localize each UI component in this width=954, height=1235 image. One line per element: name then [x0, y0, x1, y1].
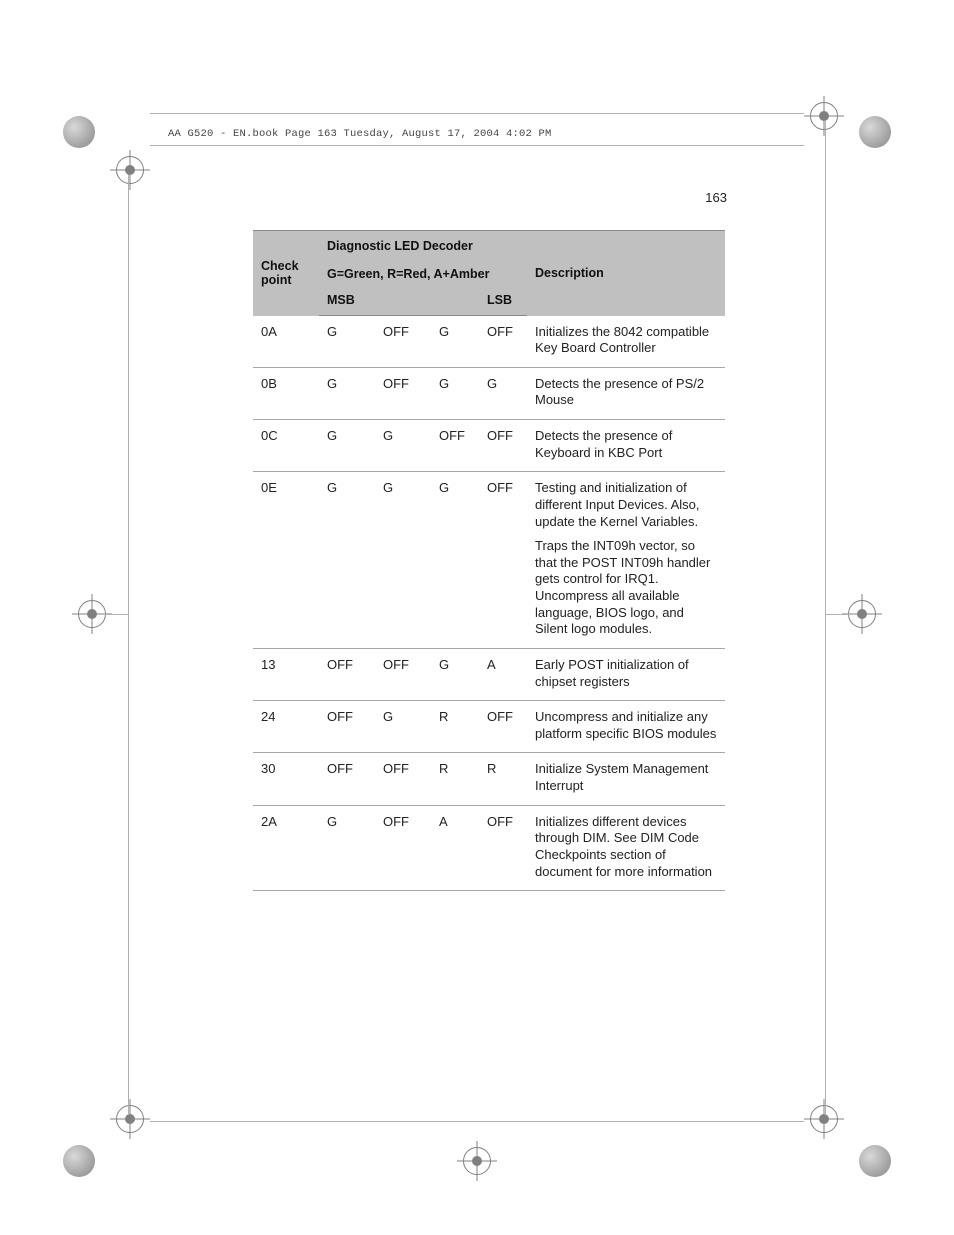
cell-led: G — [431, 648, 479, 700]
cell-led: G — [431, 367, 479, 419]
registration-mark-icon — [116, 156, 144, 184]
description-paragraph: Traps the INT09h vector, so that the POS… — [535, 538, 719, 638]
cell-led: OFF — [375, 648, 431, 700]
registration-ball-icon — [63, 1145, 95, 1177]
cell-led: OFF — [479, 701, 527, 753]
table-row: 0BGOFFGGDetects the presence of PS/2 Mou… — [253, 367, 725, 419]
cell-led: OFF — [319, 701, 375, 753]
cell-led: G — [319, 367, 375, 419]
registration-mark-icon — [810, 1105, 838, 1133]
cell-led: OFF — [479, 472, 527, 649]
registration-mark-icon — [810, 102, 838, 130]
description-paragraph: Early POST initialization of chipset reg… — [535, 657, 719, 690]
cell-description: Uncompress and initialize any platform s… — [527, 701, 725, 753]
registration-mark-icon — [78, 600, 106, 628]
cell-checkpoint: 30 — [253, 753, 319, 805]
registration-ball-icon — [859, 1145, 891, 1177]
cell-description: Testing and initialization of different … — [527, 472, 725, 649]
cell-checkpoint: 13 — [253, 648, 319, 700]
table-row: 0CGGOFFOFFDetects the presence of Keyboa… — [253, 420, 725, 472]
cell-led: OFF — [375, 316, 431, 368]
cell-description: Initializes different devices through DI… — [527, 805, 725, 891]
registration-mark-icon — [848, 600, 876, 628]
cell-led: OFF — [375, 367, 431, 419]
cell-led: OFF — [479, 420, 527, 472]
description-paragraph: Initializes different devices through DI… — [535, 814, 719, 881]
cell-led: G — [319, 420, 375, 472]
cell-led: G — [375, 472, 431, 649]
diagnostic-led-table: Check point Diagnostic LED Decoder Descr… — [253, 230, 725, 891]
page: AA G520 - EN.book Page 163 Tuesday, Augu… — [0, 0, 954, 1235]
cell-led: G — [319, 472, 375, 649]
cell-description: Initialize System Management Interrupt — [527, 753, 725, 805]
description-paragraph: Detects the presence of Keyboard in KBC … — [535, 428, 719, 461]
cell-led: R — [431, 753, 479, 805]
cell-led: G — [375, 701, 431, 753]
col-led3 — [431, 287, 479, 316]
frame-line — [826, 614, 849, 615]
cell-led: G — [319, 805, 375, 891]
document-header: AA G520 - EN.book Page 163 Tuesday, Augu… — [168, 128, 552, 140]
cell-led: OFF — [375, 753, 431, 805]
frame-line — [150, 1121, 804, 1122]
cell-led: OFF — [375, 805, 431, 891]
cell-led: G — [479, 367, 527, 419]
cell-description: Early POST initialization of chipset reg… — [527, 648, 725, 700]
col-lsb: LSB — [479, 287, 527, 316]
col-diagnostic-title: Diagnostic LED Decoder — [319, 231, 527, 262]
cell-checkpoint: 24 — [253, 701, 319, 753]
cell-led: OFF — [479, 805, 527, 891]
table-row: 0AGOFFGOFFInitializes the 8042 compatibl… — [253, 316, 725, 368]
cell-description: Detects the presence of Keyboard in KBC … — [527, 420, 725, 472]
page-number: 163 — [705, 190, 727, 205]
col-msb: MSB — [319, 287, 375, 316]
description-paragraph: Detects the presence of PS/2 Mouse — [535, 376, 719, 409]
frame-line — [128, 175, 129, 1115]
cell-led: A — [479, 648, 527, 700]
registration-mark-icon — [116, 1105, 144, 1133]
cell-led: G — [319, 316, 375, 368]
cell-led: R — [479, 753, 527, 805]
registration-ball-icon — [63, 116, 95, 148]
cell-led: R — [431, 701, 479, 753]
cell-led: OFF — [431, 420, 479, 472]
frame-line — [105, 614, 128, 615]
cell-checkpoint: 0E — [253, 472, 319, 649]
cell-checkpoint: 0B — [253, 367, 319, 419]
table-row: 24OFFGROFFUncompress and initialize any … — [253, 701, 725, 753]
frame-line — [825, 120, 826, 1115]
description-paragraph: Initializes the 8042 compatible Key Boar… — [535, 324, 719, 357]
description-paragraph: Testing and initialization of different … — [535, 480, 719, 530]
led-legend: G=Green, R=Red, A+Amber — [319, 261, 527, 287]
cell-led: OFF — [479, 316, 527, 368]
table-row: 13OFFOFFGAEarly POST initialization of c… — [253, 648, 725, 700]
col-led2 — [375, 287, 431, 316]
cell-description: Initializes the 8042 compatible Key Boar… — [527, 316, 725, 368]
col-checkpoint: Check point — [253, 231, 319, 316]
registration-mark-icon — [463, 1147, 491, 1175]
cell-led: OFF — [319, 753, 375, 805]
cell-led: G — [431, 472, 479, 649]
cell-led: OFF — [319, 648, 375, 700]
cell-led: G — [375, 420, 431, 472]
table-row: 0EGGGOFFTesting and initialization of di… — [253, 472, 725, 649]
description-paragraph: Uncompress and initialize any platform s… — [535, 709, 719, 742]
cell-checkpoint: 0A — [253, 316, 319, 368]
table-row: 2AGOFFAOFFInitializes different devices … — [253, 805, 725, 891]
cell-checkpoint: 2A — [253, 805, 319, 891]
cell-led: A — [431, 805, 479, 891]
frame-line — [150, 113, 804, 114]
description-paragraph: Initialize System Management Interrupt — [535, 761, 719, 794]
frame-line — [150, 145, 804, 146]
cell-description: Detects the presence of PS/2 Mouse — [527, 367, 725, 419]
cell-checkpoint: 0C — [253, 420, 319, 472]
col-description: Description — [527, 231, 725, 316]
cell-led: G — [431, 316, 479, 368]
table-row: 30OFFOFFRRInitialize System Management I… — [253, 753, 725, 805]
registration-ball-icon — [859, 116, 891, 148]
